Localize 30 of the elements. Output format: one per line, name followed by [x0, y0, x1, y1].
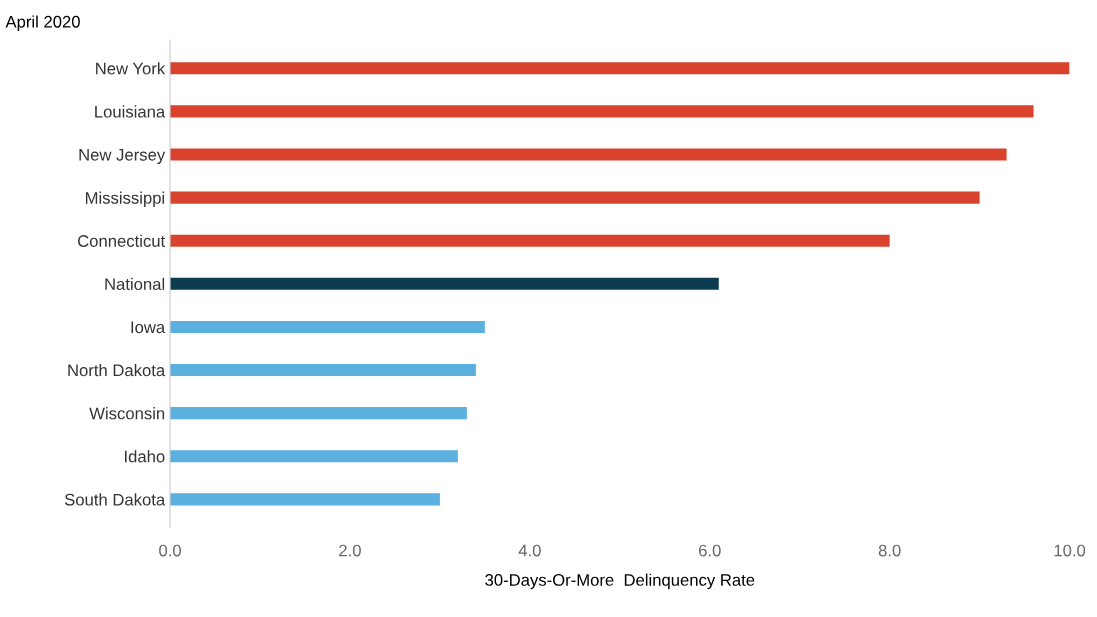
y-tick-label: Iowa [131, 321, 166, 334]
y-tick-label: Louisiana [95, 105, 166, 118]
bar [170, 320, 485, 333]
y-tick-label: New York [96, 62, 166, 75]
y-tick-label: New Jersey [79, 149, 166, 164]
x-tick-label: 8.0 [878, 544, 901, 557]
bar [170, 277, 719, 290]
y-tick-label: South Dakota [64, 493, 166, 506]
bar [170, 191, 980, 204]
x-tick-label: 6.0 [699, 544, 721, 557]
x-tick-label: 10.0 [1054, 544, 1086, 557]
bar [170, 105, 1034, 118]
y-tick-label: Connecticut [78, 234, 166, 247]
bar [170, 493, 440, 506]
bar [170, 62, 1070, 75]
bar [170, 407, 467, 420]
y-tick-label: Idaho [125, 450, 165, 463]
chart-title: April 2020 [5, 15, 80, 31]
bar [170, 450, 458, 463]
x-tick-label: 4.0 [518, 544, 541, 557]
x-tick-label: 0.0 [159, 544, 181, 557]
y-tick-label: National [105, 277, 165, 291]
y-tick-label: North Dakota [68, 363, 166, 377]
y-tick-label: Mississippi [85, 191, 165, 208]
bar [170, 234, 890, 247]
x-tick-label: 2.0 [339, 544, 361, 557]
bar [170, 364, 476, 377]
y-tick-label: Wisconsin [89, 407, 165, 420]
bar [170, 148, 1007, 161]
x-axis-title: 30-Days-Or-More Delinquency Rate [485, 573, 755, 590]
